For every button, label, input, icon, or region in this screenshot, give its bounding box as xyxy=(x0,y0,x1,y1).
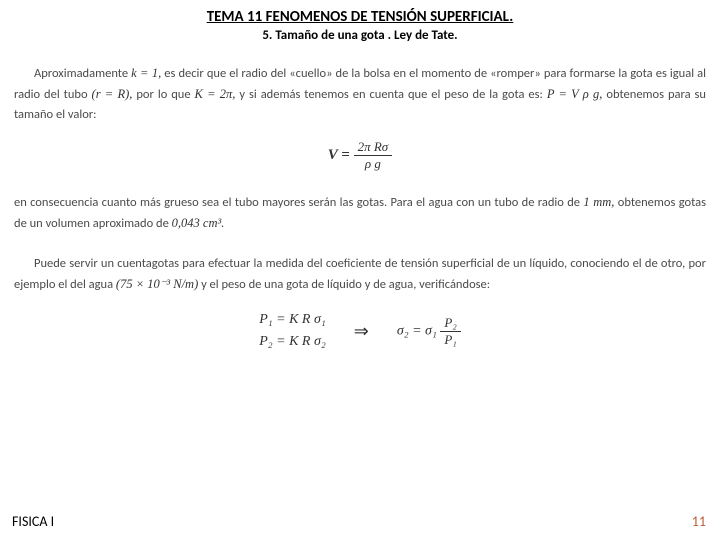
paragraph-1: Aproximadamente k = 1, es decir que el r… xyxy=(14,63,706,125)
denominator: P₁ xyxy=(440,332,460,348)
math-1mm: 1 mm, xyxy=(583,195,614,209)
math-vol: 0,043 cm³. xyxy=(172,216,225,230)
eq-p2: P₂ = K R σ₂ xyxy=(259,331,326,353)
text: en consecuencia cuanto más grueso sea el… xyxy=(14,195,583,210)
numerator: 2π Rσ xyxy=(354,139,393,156)
page-number: 11 xyxy=(692,513,706,530)
equation-group: P₁ = K R σ₁ P₂ = K R σ₂ ⇒ σ₂ = σ₁ P₂ P₁ xyxy=(14,309,706,354)
formula-volume: V = 2π Rσ ρ g xyxy=(14,139,706,172)
footer-course: FISICA I xyxy=(12,513,54,530)
arrow-icon: ⇒ xyxy=(354,321,369,342)
math-P: P = V ρ g, xyxy=(547,87,603,101)
eq-p1: P₁ = K R σ₁ xyxy=(259,309,326,331)
text: Aproximadamente xyxy=(34,66,131,81)
math-k1: k = 1, xyxy=(131,66,161,80)
formula-lhs: V = xyxy=(328,147,350,163)
formula-fraction: 2π Rσ ρ g xyxy=(354,139,393,172)
math-rR: (r = R), xyxy=(92,87,133,101)
paragraph-3: Puede servir un cuentagotas para efectua… xyxy=(14,254,706,295)
numerator: P₂ xyxy=(440,315,460,332)
math-75e-3: (75 × 10⁻³ N/m) xyxy=(116,277,198,291)
eq-rhs-lhs: σ₂ = σ₁ xyxy=(397,324,437,339)
text: por lo que xyxy=(136,87,194,102)
eq-rhs-frac: P₂ P₁ xyxy=(440,315,460,348)
equation-left: P₁ = K R σ₁ P₂ = K R σ₂ xyxy=(259,309,326,354)
page-title: TEMA 11 FENOMENOS DE TENSIÓN SUPERFICIAL… xyxy=(14,8,706,26)
page-subtitle: 5. Tamaño de una gota . Ley de Tate. xyxy=(14,28,706,43)
text: y el peso de una gota de líquido y de ag… xyxy=(201,277,490,292)
denominator: ρ g xyxy=(354,156,393,172)
text: y si además tenemos en cuenta que el pes… xyxy=(239,87,546,102)
paragraph-2: en consecuencia cuanto más grueso sea el… xyxy=(14,192,706,234)
math-K2pi: K = 2π, xyxy=(195,87,236,101)
equation-right: σ₂ = σ₁ P₂ P₁ xyxy=(397,315,461,348)
